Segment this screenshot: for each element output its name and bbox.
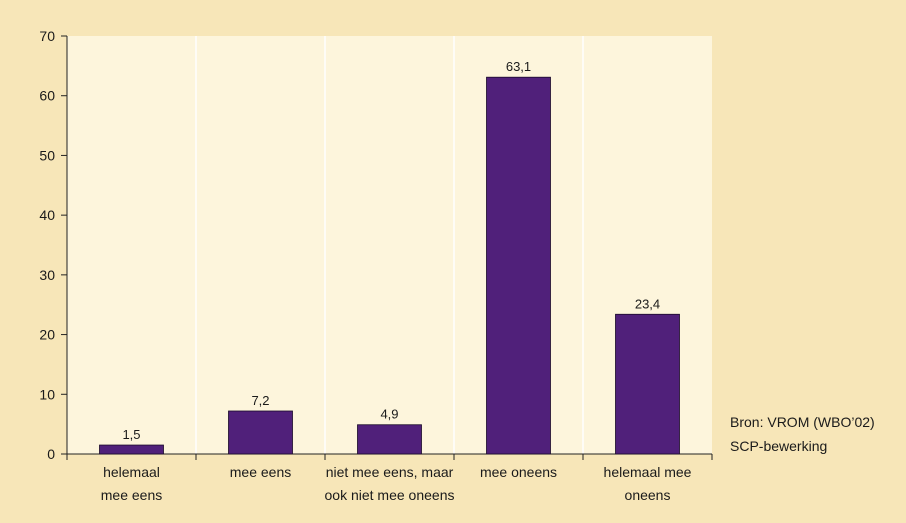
x-tick-label: niet mee eens, maar	[326, 464, 454, 480]
bar-value-label: 63,1	[506, 59, 531, 74]
y-tick-label: 20	[39, 327, 55, 343]
bar	[99, 444, 164, 455]
x-tick-label: helemaal mee	[604, 464, 692, 480]
y-tick-label: 60	[39, 88, 55, 104]
y-tick-label: 10	[39, 386, 55, 402]
bar	[615, 313, 680, 455]
source-line-1: Bron: VROM (WBO’02)	[730, 414, 875, 430]
y-tick-label: 40	[39, 207, 55, 223]
x-tick-label: mee oneens	[480, 464, 557, 480]
y-tick-label: 50	[39, 147, 55, 163]
bar-value-label: 1,5	[122, 427, 140, 442]
bar	[357, 424, 422, 455]
bar-value-label: 23,4	[635, 296, 660, 311]
bar-value-label: 7,2	[251, 393, 269, 408]
x-tick-label: helemaal	[103, 464, 160, 480]
bar	[228, 410, 293, 455]
y-tick-label: 30	[39, 267, 55, 283]
x-tick-label: mee eens	[101, 487, 162, 503]
x-tick-label: ook niet mee oneens	[325, 487, 455, 503]
y-tick-label: 70	[39, 28, 55, 44]
y-tick-label: 0	[47, 446, 55, 462]
plot-area	[67, 36, 712, 454]
x-tick-label: mee eens	[230, 464, 291, 480]
bar-value-label: 4,9	[380, 407, 398, 422]
x-tick-label: oneens	[625, 487, 671, 503]
source-line-2: SCP-bewerking	[730, 438, 828, 454]
bar	[486, 76, 551, 455]
